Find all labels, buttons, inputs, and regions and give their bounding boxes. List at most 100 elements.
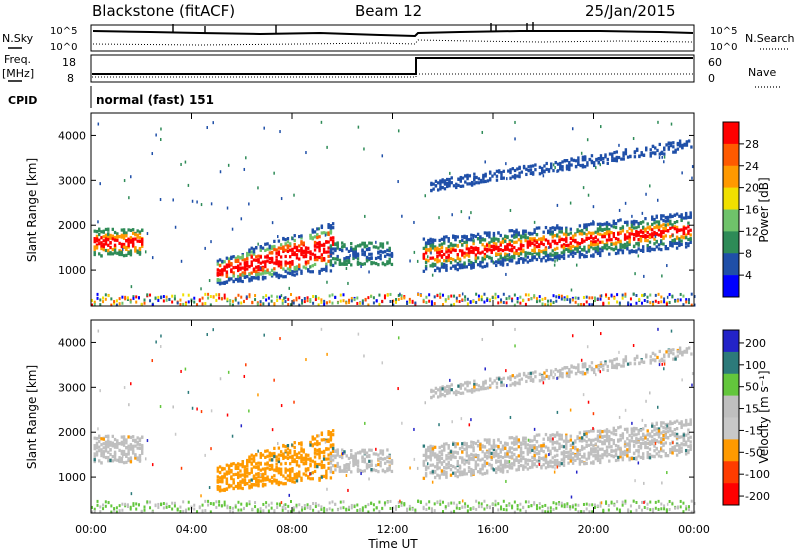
- velocity-cell: [127, 435, 130, 439]
- power-cell: [229, 302, 232, 306]
- power-cell: [637, 238, 640, 242]
- velocity-cell: [655, 446, 658, 451]
- power-cell: [556, 258, 559, 262]
- power-cell: [313, 255, 317, 259]
- power-cell: [504, 255, 507, 259]
- power-cell: [300, 242, 303, 246]
- velocity-cell: [298, 464, 301, 468]
- velocity-cell: [436, 464, 439, 468]
- velocity-cell: [689, 418, 692, 422]
- velocity-cell: [316, 442, 319, 447]
- power-cell: [562, 238, 566, 242]
- power-cell: [492, 238, 496, 243]
- power-cell: [551, 258, 554, 262]
- velocity-cell: [227, 470, 231, 474]
- velocity-cell: [588, 364, 591, 369]
- velocity-cell: [275, 469, 278, 473]
- power-cell: [293, 251, 296, 255]
- velocity-cell: [234, 463, 238, 467]
- velocity-cell: [595, 364, 598, 369]
- power-cell: [513, 173, 517, 178]
- velocity-cell: [535, 440, 539, 444]
- power-cell: [130, 285, 133, 289]
- velocity-cell: [320, 431, 324, 435]
- velocity-cell: [113, 458, 117, 462]
- velocity-cell: [255, 465, 258, 469]
- power-cell: [433, 268, 437, 273]
- power-cell: [651, 247, 654, 251]
- power-cell: [578, 242, 582, 246]
- power-cell: [265, 298, 268, 302]
- power-cell: [524, 302, 527, 306]
- velocity-cell: [519, 443, 523, 447]
- power-cell: [318, 269, 321, 274]
- power-cell: [236, 265, 240, 270]
- power-cell: [354, 255, 357, 259]
- power-cell: [257, 258, 260, 262]
- power-cell: [248, 252, 251, 257]
- velocity-cell: [560, 451, 563, 455]
- velocity-cell: [483, 452, 487, 456]
- power-cell: [533, 239, 536, 243]
- power-cell: [474, 253, 478, 257]
- power-cell: [515, 230, 518, 234]
- velocity-cell: [535, 446, 539, 450]
- velocity-cell: [127, 450, 130, 455]
- power-cell: [338, 262, 342, 266]
- power-cell: [669, 235, 672, 239]
- velocity-cell: [218, 488, 222, 492]
- power-cell: [651, 151, 655, 155]
- power-cell: [543, 169, 546, 173]
- power-cell: [449, 247, 453, 251]
- power-cell: [629, 297, 632, 301]
- velocity-cell: [284, 461, 287, 466]
- power-cell: [666, 264, 668, 268]
- power-cell: [347, 260, 351, 264]
- power-cell: [261, 246, 265, 250]
- power-cell: [241, 279, 244, 284]
- velocity-cell: [504, 459, 507, 463]
- power-cell: [309, 257, 312, 261]
- velocity-cell: [277, 459, 281, 464]
- velocity-cell: [519, 459, 523, 463]
- power-cell: [193, 296, 196, 300]
- power-cell: [552, 169, 555, 173]
- velocity-cell: [562, 452, 566, 456]
- velocity-cell: [519, 463, 523, 468]
- power-cell: [552, 163, 555, 167]
- velocity-cell: [463, 472, 466, 476]
- power-cell: [491, 174, 494, 178]
- velocity-cell: [104, 441, 108, 445]
- power-cell: [603, 232, 606, 236]
- power-cell: [508, 256, 511, 260]
- velocity-cell: [93, 454, 96, 459]
- power-cell: [135, 295, 138, 299]
- power-cell: [309, 300, 312, 304]
- power-cell: [617, 232, 620, 236]
- power-cell: [525, 172, 528, 177]
- power-cell: [429, 244, 432, 248]
- power-cell: [370, 252, 373, 256]
- velocity-cell: [113, 450, 117, 454]
- power-cell: [422, 252, 426, 257]
- velocity-cell: [655, 421, 658, 425]
- power-cell: [653, 233, 656, 237]
- velocity-cell: [603, 429, 606, 433]
- power-cell: [587, 236, 591, 240]
- velocity-cell: [552, 376, 555, 380]
- power-cell: [494, 296, 497, 300]
- power-cell: [474, 256, 478, 260]
- power-cell: [436, 294, 439, 298]
- power-cell: [216, 259, 220, 263]
- power-cell: [578, 253, 582, 257]
- velocity-cell: [288, 475, 292, 479]
- velocity-cell: [468, 381, 472, 385]
- velocity-cell: [248, 455, 251, 459]
- power-cell: [621, 293, 624, 297]
- power-cell: [653, 247, 656, 252]
- power-cell: [511, 299, 514, 303]
- power-cell: [550, 162, 553, 166]
- power-cell: [143, 301, 146, 305]
- power-cell: [162, 299, 165, 303]
- power-cell: [652, 302, 655, 306]
